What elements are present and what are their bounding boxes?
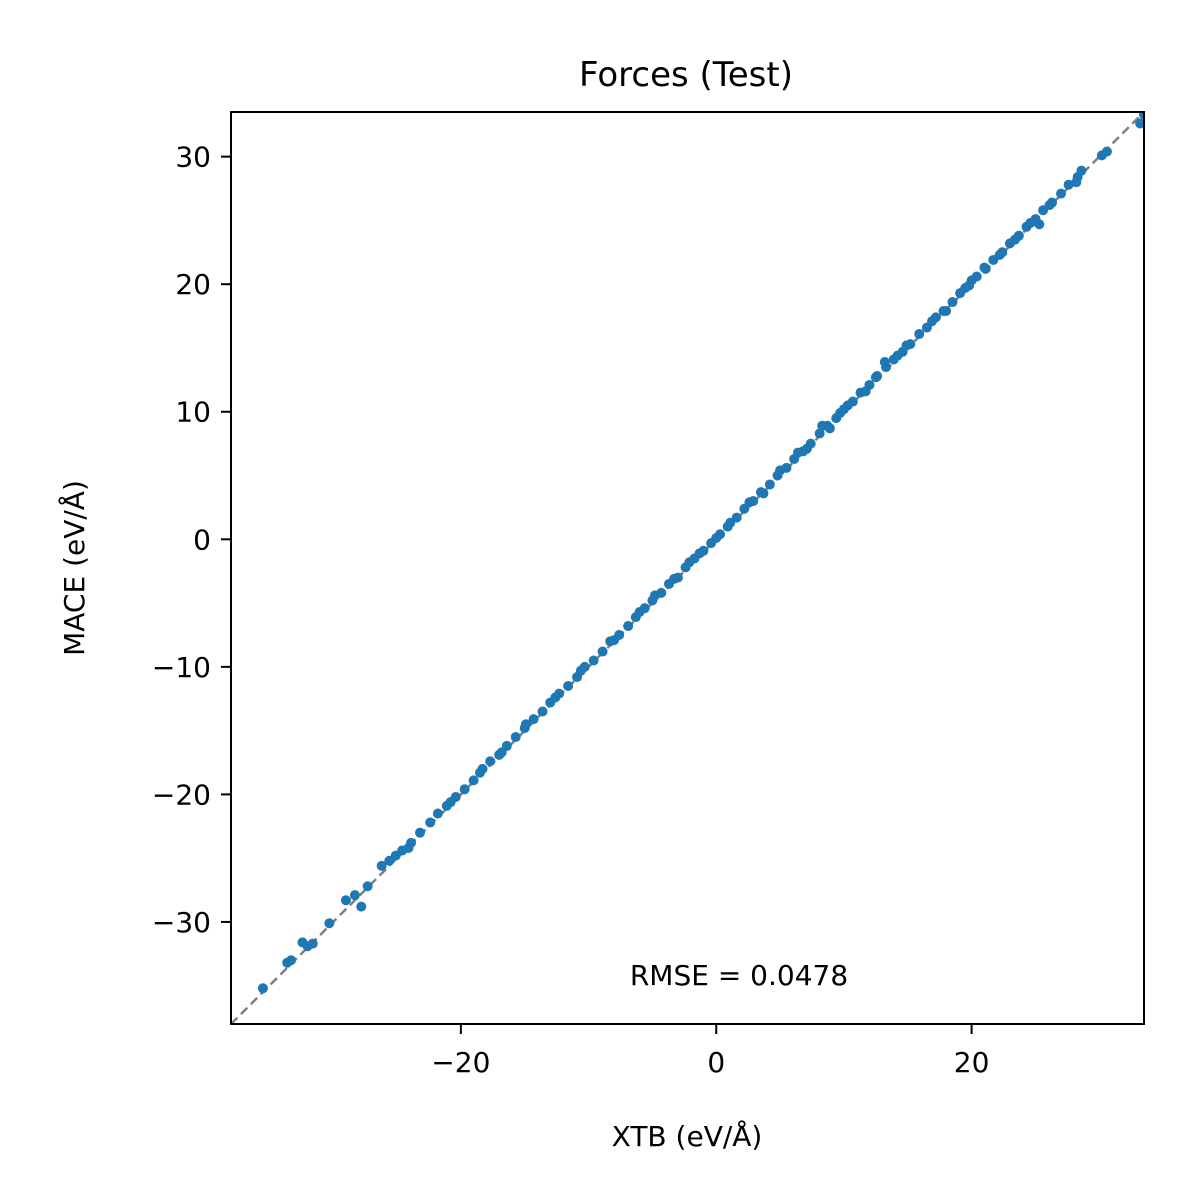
data-point: [792, 447, 803, 458]
data-point: [475, 767, 485, 778]
data-point: [649, 590, 660, 601]
data-point: [307, 938, 318, 949]
data-point: [835, 408, 846, 419]
x-axis: −20 0 20: [431, 1024, 989, 1079]
y-tick-label: 20: [175, 268, 211, 301]
data-point: [520, 719, 531, 730]
data-point: [764, 479, 775, 490]
data-point: [403, 842, 414, 853]
data-points: [257, 112, 1144, 994]
data-point: [597, 646, 608, 657]
data-point: [1034, 219, 1045, 230]
y-axis-label: MACE (eV/Å): [57, 480, 91, 656]
data-point: [510, 732, 521, 743]
x-tick-label: 0: [707, 1046, 725, 1079]
data-point: [528, 714, 539, 725]
data-point: [286, 955, 297, 966]
rmse-annotation: RMSE = 0.0478: [630, 959, 848, 992]
data-point: [362, 881, 373, 892]
data-point: [744, 497, 755, 508]
data-point: [432, 808, 443, 819]
data-point: [1101, 146, 1112, 157]
data-point: [801, 443, 812, 454]
data-point: [694, 548, 705, 559]
data-point: [537, 706, 548, 717]
data-point: [711, 533, 722, 544]
data-point: [892, 350, 903, 361]
data-point: [994, 249, 1005, 260]
data-point: [1025, 217, 1036, 228]
plot-area: [231, 112, 1144, 1024]
data-point: [496, 747, 507, 758]
data-point: [623, 621, 634, 632]
chart-title: Forces (Test): [579, 55, 793, 95]
y-tick-label: −30: [152, 906, 211, 939]
data-point: [349, 890, 360, 901]
data-point: [725, 517, 736, 528]
data-point: [1071, 177, 1082, 188]
x-tick-label: −20: [431, 1046, 490, 1079]
data-point: [669, 573, 680, 584]
data-point: [901, 340, 912, 351]
data-point: [758, 488, 769, 499]
data-point: [356, 901, 367, 912]
data-point: [1010, 234, 1021, 245]
data-point: [588, 655, 599, 666]
data-point: [979, 262, 990, 273]
data-point: [1139, 112, 1144, 120]
data-point: [340, 895, 351, 906]
y-tick-label: −20: [152, 778, 211, 811]
data-point: [485, 756, 496, 767]
data-point: [684, 557, 695, 568]
data-point: [1076, 165, 1087, 176]
x-axis-label: XTB (eV/Å): [612, 1119, 763, 1153]
data-point: [814, 428, 825, 439]
data-point: [324, 918, 335, 929]
y-tick-label: 10: [175, 396, 211, 429]
data-point: [927, 316, 938, 327]
data-point: [960, 283, 971, 294]
data-point: [1056, 188, 1066, 199]
data-point: [550, 692, 561, 703]
data-point: [1063, 179, 1074, 190]
data-point: [425, 817, 436, 828]
data-point: [947, 297, 958, 308]
y-tick-label: 30: [175, 141, 211, 174]
data-point: [870, 372, 881, 383]
data-point: [842, 400, 853, 411]
y-tick-label: −10: [152, 651, 211, 684]
data-point: [459, 784, 470, 795]
data-point: [445, 797, 456, 808]
data-point: [634, 607, 645, 618]
data-point: [563, 680, 574, 691]
data-point: [575, 665, 586, 676]
data-point: [609, 635, 620, 646]
y-tick-label: 0: [193, 523, 211, 556]
data-point: [966, 275, 977, 286]
data-point: [376, 860, 387, 871]
data-point: [941, 305, 952, 316]
data-point: [468, 775, 479, 786]
data-point: [775, 465, 786, 476]
data-point: [257, 983, 268, 994]
data-point: [817, 420, 828, 431]
data-point: [860, 386, 871, 397]
data-point: [824, 423, 835, 434]
data-point: [414, 827, 425, 838]
data-point: [1044, 200, 1055, 211]
data-point: [1135, 118, 1144, 129]
x-tick-label: 20: [954, 1046, 990, 1079]
data-point: [914, 328, 925, 339]
plot-frame: [230, 111, 1145, 1025]
data-point: [879, 357, 890, 368]
y-axis: −30 −20 −10 0 10 20 30: [152, 141, 231, 939]
